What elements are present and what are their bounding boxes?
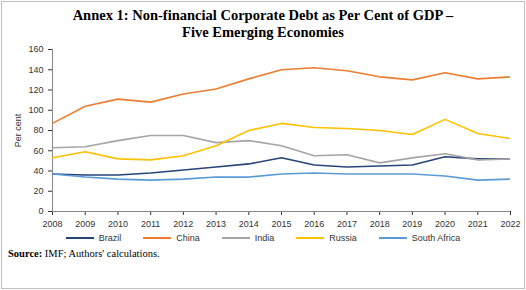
svg-text:140: 140 [28,65,43,75]
svg-text:Per cent: Per cent [13,113,23,147]
svg-text:160: 160 [28,44,43,54]
svg-text:2020: 2020 [435,219,455,229]
svg-text:40: 40 [33,166,43,176]
svg-text:2015: 2015 [271,219,291,229]
svg-text:2016: 2016 [304,219,324,229]
svg-text:120: 120 [28,85,43,95]
svg-text:2012: 2012 [173,219,193,229]
svg-text:2018: 2018 [370,219,390,229]
svg-text:100: 100 [28,105,43,115]
svg-text:2011: 2011 [141,219,160,229]
svg-text:2019: 2019 [402,219,422,229]
svg-text:2022: 2022 [500,219,520,229]
html-text:China: China [176,233,200,243]
svg-text:2010: 2010 [108,219,128,229]
html-text:India: India [254,233,275,243]
svg-text:0: 0 [38,206,43,216]
svg-text:60: 60 [33,146,43,156]
svg-text:20: 20 [33,186,43,196]
svg-text:2008: 2008 [42,219,62,229]
svg-text:2013: 2013 [206,219,226,229]
svg-text:80: 80 [33,125,43,135]
svg-text:2009: 2009 [75,219,95,229]
html-text:Brazil: Brazil [98,233,122,243]
svg-text:2017: 2017 [337,219,357,229]
html-text:Source: IMF; Authors' calculat: Source: IMF; Authors' calculations. [8,248,160,259]
svg-text:2014: 2014 [239,219,259,229]
svg-text:2021: 2021 [468,219,488,229]
html-text:Annex 1: Non-financial Corpora: Annex 1: Non-financial Corporate Debt as… [72,7,454,40]
html-text:South Africa: South Africa [411,233,461,243]
html-text:Russia: Russia [329,233,357,243]
